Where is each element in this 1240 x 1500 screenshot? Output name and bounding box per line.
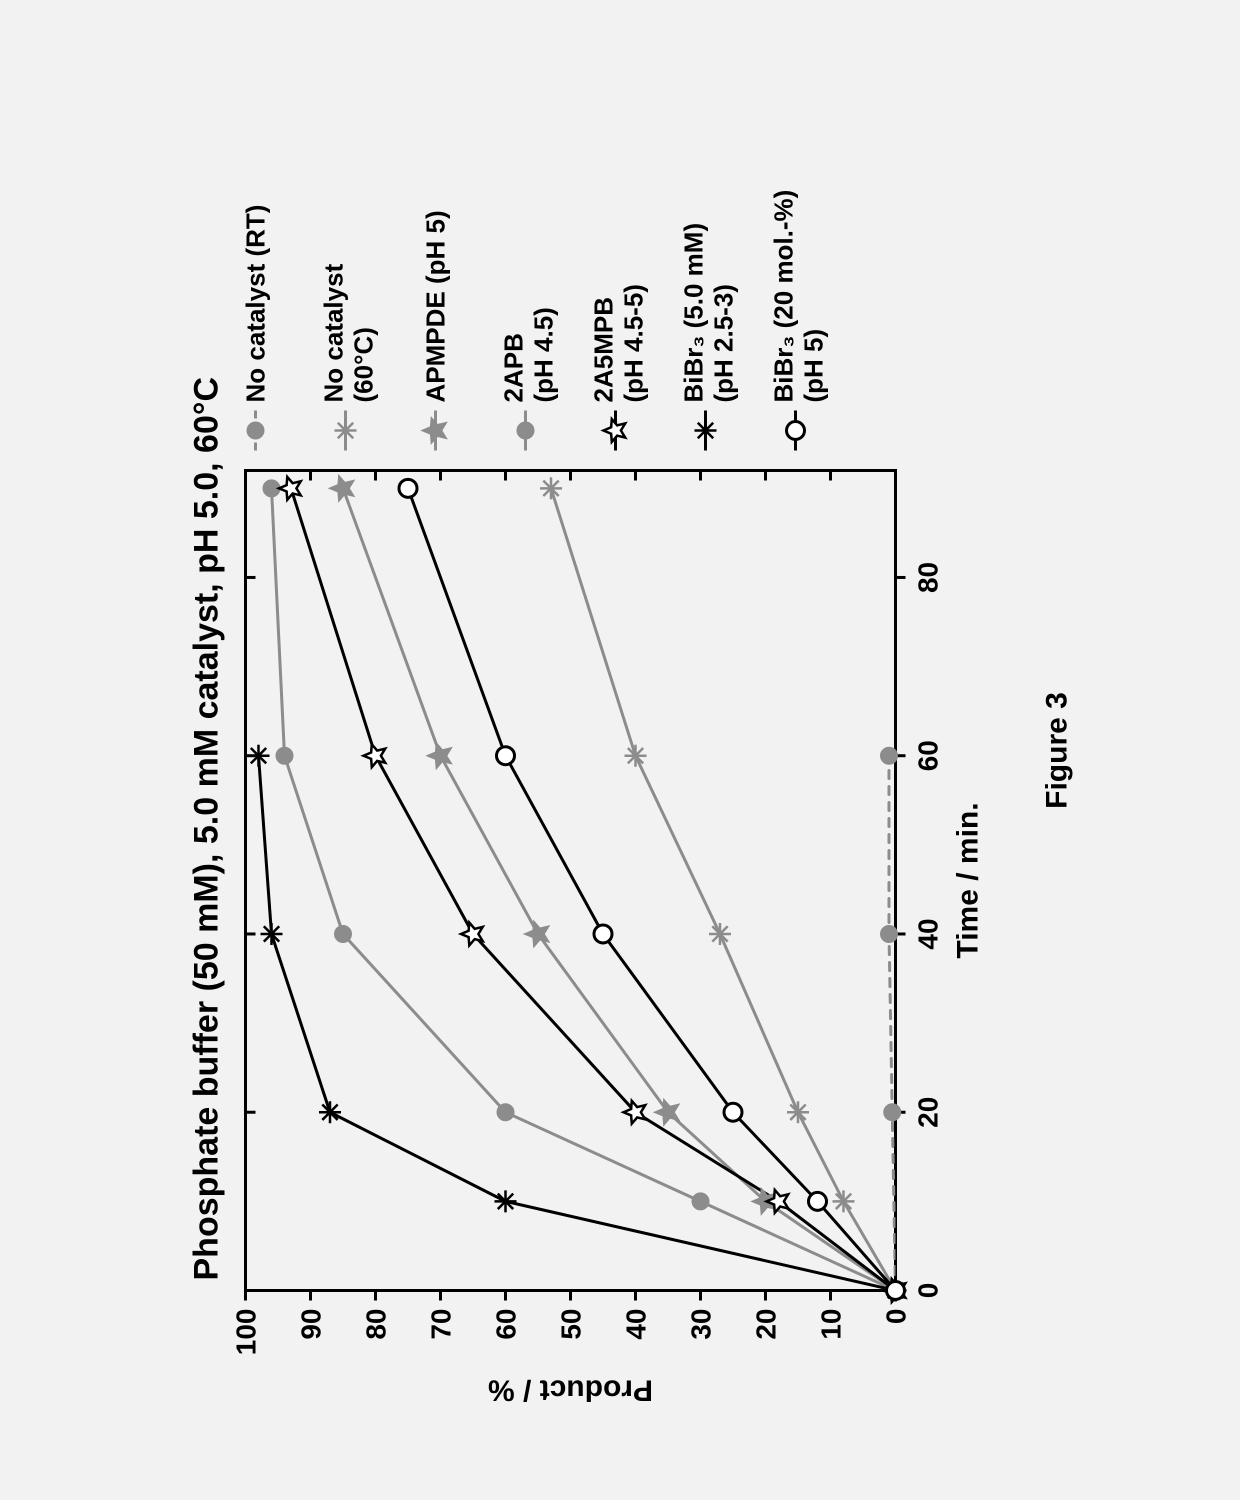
svg-text:10: 10 bbox=[815, 1308, 846, 1339]
svg-text:30: 30 bbox=[685, 1308, 716, 1339]
svg-text:(pH 4.5): (pH 4.5) bbox=[529, 307, 559, 402]
svg-text:40: 40 bbox=[620, 1308, 651, 1339]
svg-text:80: 80 bbox=[913, 561, 944, 592]
svg-text:60: 60 bbox=[490, 1308, 521, 1339]
svg-text:2A5MPB: 2A5MPB bbox=[589, 297, 619, 402]
svg-text:0: 0 bbox=[913, 1282, 944, 1298]
svg-text:40: 40 bbox=[913, 918, 944, 949]
svg-text:APMPDE (pH 5): APMPDE (pH 5) bbox=[421, 210, 451, 402]
svg-text:Product / %: Product / % bbox=[488, 1373, 653, 1406]
svg-text:90: 90 bbox=[295, 1308, 326, 1339]
svg-text:(pH 5): (pH 5) bbox=[799, 328, 829, 402]
svg-text:(pH 2.5-3): (pH 2.5-3) bbox=[709, 284, 739, 402]
svg-text:100: 100 bbox=[230, 1308, 261, 1355]
svg-text:0: 0 bbox=[880, 1308, 911, 1324]
svg-text:No catalyst (RT): No catalyst (RT) bbox=[241, 204, 271, 402]
svg-text:70: 70 bbox=[425, 1308, 456, 1339]
page: 0 20 40 60 80 0 10 20 30 40 50 60 70 80 90 100 Time / mi… bbox=[0, 0, 1240, 1500]
svg-text:50: 50 bbox=[555, 1308, 586, 1339]
svg-text:20: 20 bbox=[913, 1096, 944, 1127]
svg-text:80: 80 bbox=[360, 1308, 391, 1339]
svg-text:BiBr₃ (5.0 mM): BiBr₃ (5.0 mM) bbox=[679, 222, 709, 402]
rotated-container: 0 20 40 60 80 0 10 20 30 40 50 60 70 80 90 100 Time / mi… bbox=[166, 60, 1075, 1440]
svg-text:BiBr₃ (20 mol.-%): BiBr₃ (20 mol.-%) bbox=[769, 189, 799, 402]
svg-text:Time / min.: Time / min. bbox=[952, 802, 985, 958]
svg-text:20: 20 bbox=[750, 1308, 781, 1339]
kinetics-line-chart: 0 20 40 60 80 0 10 20 30 40 50 60 70 80 90 100 Time / mi… bbox=[166, 60, 986, 1440]
svg-text:No catalyst: No catalyst bbox=[319, 263, 349, 402]
svg-text:(pH 4.5-5): (pH 4.5-5) bbox=[619, 284, 649, 402]
svg-text:2APB: 2APB bbox=[499, 333, 529, 402]
figure-caption: Figure 3 bbox=[1041, 60, 1075, 1440]
svg-text:60: 60 bbox=[913, 740, 944, 771]
svg-text:Phosphate buffer (50 mM), 5.0: Phosphate buffer (50 mM), 5.0 mM catalys… bbox=[188, 376, 226, 1280]
svg-text:(60°C): (60°C) bbox=[349, 327, 379, 402]
